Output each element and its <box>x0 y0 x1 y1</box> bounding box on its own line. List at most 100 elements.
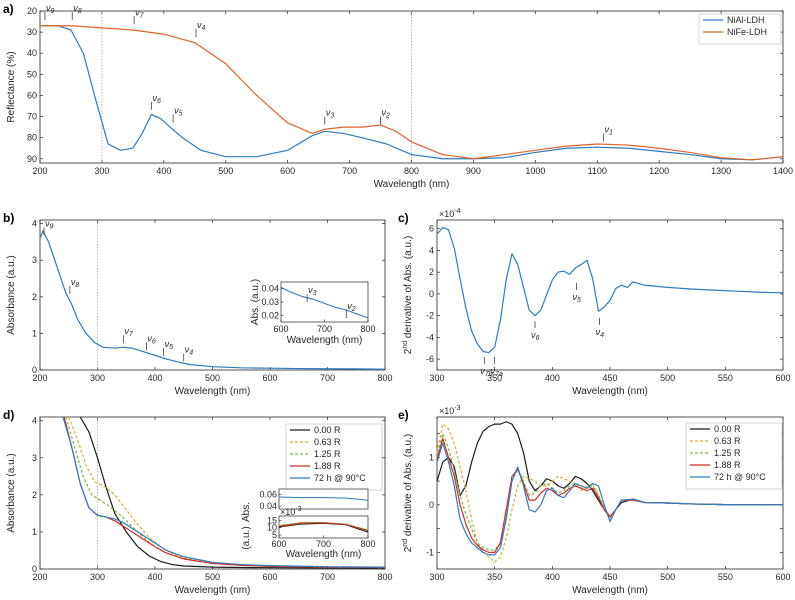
x-tick-label: 300 <box>429 572 444 582</box>
legend-label: 0.63 R <box>314 437 341 447</box>
inset-x-tick-label: 800 <box>360 324 375 334</box>
inset-y-tick-label: 15 <box>267 515 277 525</box>
legend-label: 0.00 R <box>314 425 341 435</box>
y-axis-label-prefix: 2 <box>403 348 414 354</box>
x-tick-label: 600 <box>775 572 790 582</box>
inset-y-tick-label: 0.06 <box>259 490 277 500</box>
annotation-subscript: 7b <box>485 371 493 378</box>
inset-x-tick-label: 600 <box>273 324 288 334</box>
legend-label: 0.00 R <box>714 424 741 434</box>
legend-box <box>685 422 783 490</box>
y-tick-label: 30 <box>27 27 37 37</box>
annotation-subscript: 1 <box>609 129 613 136</box>
annotation-label: ν9 <box>45 218 54 230</box>
panel-label: d) <box>3 408 14 422</box>
annotation-subscript: 3 <box>313 290 317 297</box>
y-tick-label: 1 <box>429 452 434 462</box>
inset-series-line <box>278 496 369 501</box>
legend-label: 72 h @ 90°C <box>314 473 366 483</box>
y-tick-label: 60 <box>27 90 37 100</box>
inset-x-tick-label: 700 <box>317 324 332 334</box>
annotation-label: ν4 <box>596 327 605 339</box>
annotation-label: ν6 <box>531 330 540 342</box>
inset-x-tick-label: 700 <box>316 539 331 549</box>
x-tick-label: 1300 <box>711 166 731 176</box>
y-tick-label: 6 <box>429 224 434 234</box>
inset-y-tick-label: 10 <box>267 523 277 533</box>
annotation-symbol: ν <box>531 330 536 340</box>
y-tick-label: -1 <box>426 547 434 557</box>
y-tick-label: -2 <box>426 311 434 321</box>
annotation-label: ν9 <box>46 3 55 15</box>
y-tick-label: 1 <box>32 328 37 338</box>
y-tick-label: 4 <box>32 219 37 229</box>
annotation-label: ν6 <box>147 334 156 346</box>
legend-label: 1.25 R <box>314 449 341 459</box>
x-tick-label: 600 <box>280 166 295 176</box>
x-tick-label: 400 <box>147 572 162 582</box>
inset-y-tick-label: 0.04 <box>261 284 279 294</box>
inset-series-line <box>280 286 369 319</box>
y-axis-label-sup: nd <box>402 341 409 349</box>
inset-y-axis-label: (a.u.) <box>241 526 252 549</box>
y-tick-label: 50 <box>27 69 37 79</box>
axis-exponent-base: ×10 <box>439 209 454 219</box>
legend-label: 1.88 R <box>714 460 741 470</box>
y-tick-label: 4 <box>429 245 434 255</box>
annotation-subscript: 4 <box>202 25 206 32</box>
y-tick-label: 3 <box>32 255 37 265</box>
inset-y-tick-label: 0.03 <box>261 297 279 307</box>
x-tick-label: 800 <box>377 373 392 383</box>
inset-x-axis-label: Wavelength (nm) <box>287 335 363 346</box>
plot-frame <box>436 219 784 371</box>
y-tick-label: 2 <box>32 490 37 500</box>
annotation-subscript: 6 <box>157 98 161 105</box>
series-line-blue <box>436 227 784 354</box>
x-tick-label: 500 <box>218 166 233 176</box>
x-tick-label: 200 <box>32 166 47 176</box>
series-line-green <box>65 416 386 569</box>
annotation-label: ν2 <box>347 301 356 313</box>
y-tick-label: 80 <box>27 133 37 143</box>
x-tick-label: 200 <box>32 373 47 383</box>
y-tick-label: 4 <box>32 416 37 426</box>
y-tick-label: 20 <box>27 6 37 16</box>
annotation-label: ν7 <box>124 326 134 338</box>
axis-exponent-base: ×10 <box>280 507 295 517</box>
annotation-subscript: 7 <box>129 331 134 338</box>
annotation-subscript: 7a <box>495 371 503 378</box>
axis-exponent: ×10-3 <box>280 506 302 517</box>
panel-label: a) <box>3 2 14 16</box>
x-tick-label: 300 <box>94 166 109 176</box>
x-tick-label: 600 <box>262 373 277 383</box>
inset-x-tick-label: 600 <box>271 539 286 549</box>
chart-panel-e: e) 300 350 400 450 500 550 600 -1 0 1 Wavelength (n… <box>398 405 791 596</box>
annotation-subscript: 9 <box>50 223 54 230</box>
chart-panel-a: a)200 300 400 500 600 700 800 900 1000 1100 1200 13… <box>3 2 793 190</box>
annotation-subscript: 9 <box>50 8 54 15</box>
legend-label: NiAl-LDH <box>727 15 765 25</box>
annotation-symbol: ν <box>326 108 331 118</box>
legend-label: 1.88 R <box>314 461 341 471</box>
annotation-label: ν3 <box>308 285 317 297</box>
annotation-symbol: ν <box>596 327 601 337</box>
x-axis-label: Wavelength (nm) <box>572 585 648 596</box>
x-axis-label: Wavelength (nm) <box>572 386 648 397</box>
annotation-symbol: ν <box>73 3 78 13</box>
x-axis-label: Wavelength (nm) <box>374 179 450 190</box>
annotation-subscript: 6 <box>152 339 156 346</box>
y-axis-label: Reflectance (%) <box>6 51 17 122</box>
y-axis-label: 2nd derivative of Abs. (a.u.) <box>402 434 414 552</box>
annotation-symbol: ν <box>71 277 76 287</box>
x-tick-label: 800 <box>404 166 419 176</box>
inset-y-tick-label: 0.04 <box>259 501 277 511</box>
annotation-symbol: ν <box>197 20 202 30</box>
axis-exponent-power: -3 <box>295 506 301 513</box>
series-line-blue <box>62 416 386 568</box>
x-tick-label: 400 <box>147 373 162 383</box>
y-tick-label: 0 <box>429 500 434 510</box>
inset-x-axis-label: Wavelength (nm) <box>286 549 362 560</box>
axis-exponent: ×10-3 <box>439 405 461 416</box>
annotation-symbol: ν <box>152 93 157 103</box>
annotation-symbol: ν <box>45 218 50 228</box>
